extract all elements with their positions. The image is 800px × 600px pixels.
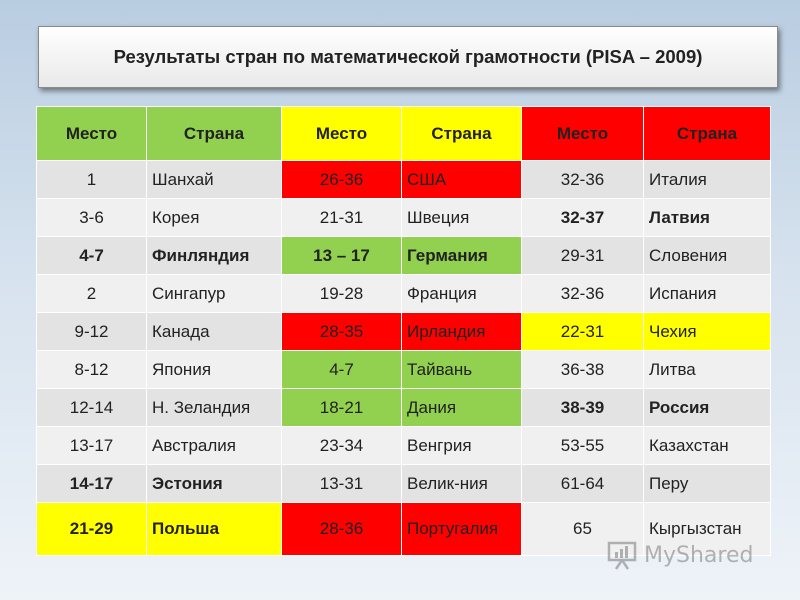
table-row: 9-12 Канада 28-35 Ирландия 22-31 Чехия	[36, 312, 771, 351]
cell-country-1: Япония	[146, 350, 282, 389]
cell-place-1: 4-7	[36, 236, 147, 275]
cell-country-3: Словения	[643, 236, 771, 275]
cell-country-1: Финляндия	[146, 236, 282, 275]
cell-place-3: 53-55	[521, 426, 644, 465]
cell-place-3: 65	[521, 502, 644, 556]
header-country-2: Страна	[401, 106, 522, 161]
cell-country-3: Казахстан	[643, 426, 771, 465]
cell-country-3: Чехия	[643, 312, 771, 351]
cell-place-1: 9-12	[36, 312, 147, 351]
cell-place-1: 13-17	[36, 426, 147, 465]
cell-place-2: 13-31	[281, 464, 402, 503]
cell-place-3: 32-37	[521, 198, 644, 237]
cell-country-2: США	[401, 160, 522, 199]
table-row: 13-17 Австралия 23-34 Венгрия 53-55 Казахстан	[36, 426, 771, 465]
cell-country-2: Тайвань	[401, 350, 522, 389]
cell-country-3: Литва	[643, 350, 771, 389]
slide-title-box: Результаты стран по математической грамо…	[38, 26, 778, 88]
cell-country-2: Португалия	[401, 502, 522, 556]
cell-place-1: 1	[36, 160, 147, 199]
cell-country-3: Россия	[643, 388, 771, 427]
header-row: Место Страна Место Страна Место Страна	[36, 106, 771, 161]
table-row: 14-17 Эстония 13-31 Велик-ния 61-64 Перу	[36, 464, 771, 503]
cell-country-1: Канада	[146, 312, 282, 351]
table-row: 1 Шанхай 26-36 США 32-36 Италия	[36, 160, 771, 199]
cell-place-3: 22-31	[521, 312, 644, 351]
cell-country-3: Перу	[643, 464, 771, 503]
cell-country-1: Корея	[146, 198, 282, 237]
cell-place-3: 32-36	[521, 160, 644, 199]
cell-country-1: Эстония	[146, 464, 282, 503]
header-place-3: Место	[521, 106, 644, 161]
watermark-text: MyShared	[644, 542, 754, 568]
cell-country-3: Латвия	[643, 198, 771, 237]
cell-place-2: 13 – 17	[281, 236, 402, 275]
cell-country-2: Франция	[401, 274, 522, 313]
slide-title: Результаты стран по математической грамо…	[113, 46, 703, 67]
cell-country-2: Венгрия	[401, 426, 522, 465]
table-row: 4-7 Финляндия 13 – 17 Германия 29-31 Словения	[36, 236, 771, 275]
cell-country-2: Дания	[401, 388, 522, 427]
cell-place-3: 32-36	[521, 274, 644, 313]
watermark: MyShared	[606, 539, 766, 571]
cell-place-1: 12-14	[36, 388, 147, 427]
cell-country-1: Сингапур	[146, 274, 282, 313]
presentation-board-icon	[607, 541, 637, 570]
header-place-1: Место	[36, 106, 147, 161]
table-row: 3-6 Корея 21-31 Швеция 32-37 Латвия	[36, 198, 771, 237]
cell-place-2: 18-21	[281, 388, 402, 427]
cell-place-2: 21-31	[281, 198, 402, 237]
cell-place-1: 21-29	[36, 502, 147, 556]
cell-place-2: 19-28	[281, 274, 402, 313]
header-place-2: Место	[281, 106, 402, 161]
cell-country-3: Италия	[643, 160, 771, 199]
cell-country-1: Н. Зеландия	[146, 388, 282, 427]
results-table: Место Страна Место Страна Место Страна 1…	[36, 106, 771, 556]
cell-place-1: 3-6	[36, 198, 147, 237]
cell-country-1: Шанхай	[146, 160, 282, 199]
cell-country-3: Кыргызстан	[643, 502, 771, 556]
cell-place-3: 38-39	[521, 388, 644, 427]
table-row: 21-29 Польша 28-36 Португалия 65 Кыргызстан	[36, 502, 771, 556]
cell-country-2: Германия	[401, 236, 522, 275]
cell-place-3: 61-64	[521, 464, 644, 503]
cell-country-3: Испания	[643, 274, 771, 313]
cell-place-3: 29-31	[521, 236, 644, 275]
table-row: 8-12 Япония 4-7 Тайвань 36-38 Литва	[36, 350, 771, 389]
cell-place-1: 2	[36, 274, 147, 313]
cell-country-1: Австралия	[146, 426, 282, 465]
cell-place-2: 4-7	[281, 350, 402, 389]
cell-place-2: 23-34	[281, 426, 402, 465]
cell-country-2: Ирландия	[401, 312, 522, 351]
header-country-3: Страна	[643, 106, 771, 161]
cell-country-1: Польша	[146, 502, 282, 556]
cell-country-2: Велик-ния	[401, 464, 522, 503]
cell-place-2: 26-36	[281, 160, 402, 199]
table-row: 12-14 Н. Зеландия 18-21 Дания 38-39 Россия	[36, 388, 771, 427]
table-row: 2 Сингапур 19-28 Франция 32-36 Испания	[36, 274, 771, 313]
header-country-1: Страна	[146, 106, 282, 161]
cell-place-1: 14-17	[36, 464, 147, 503]
cell-place-2: 28-35	[281, 312, 402, 351]
cell-country-2: Швеция	[401, 198, 522, 237]
cell-place-1: 8-12	[36, 350, 147, 389]
cell-place-2: 28-36	[281, 502, 402, 556]
cell-place-3: 36-38	[521, 350, 644, 389]
